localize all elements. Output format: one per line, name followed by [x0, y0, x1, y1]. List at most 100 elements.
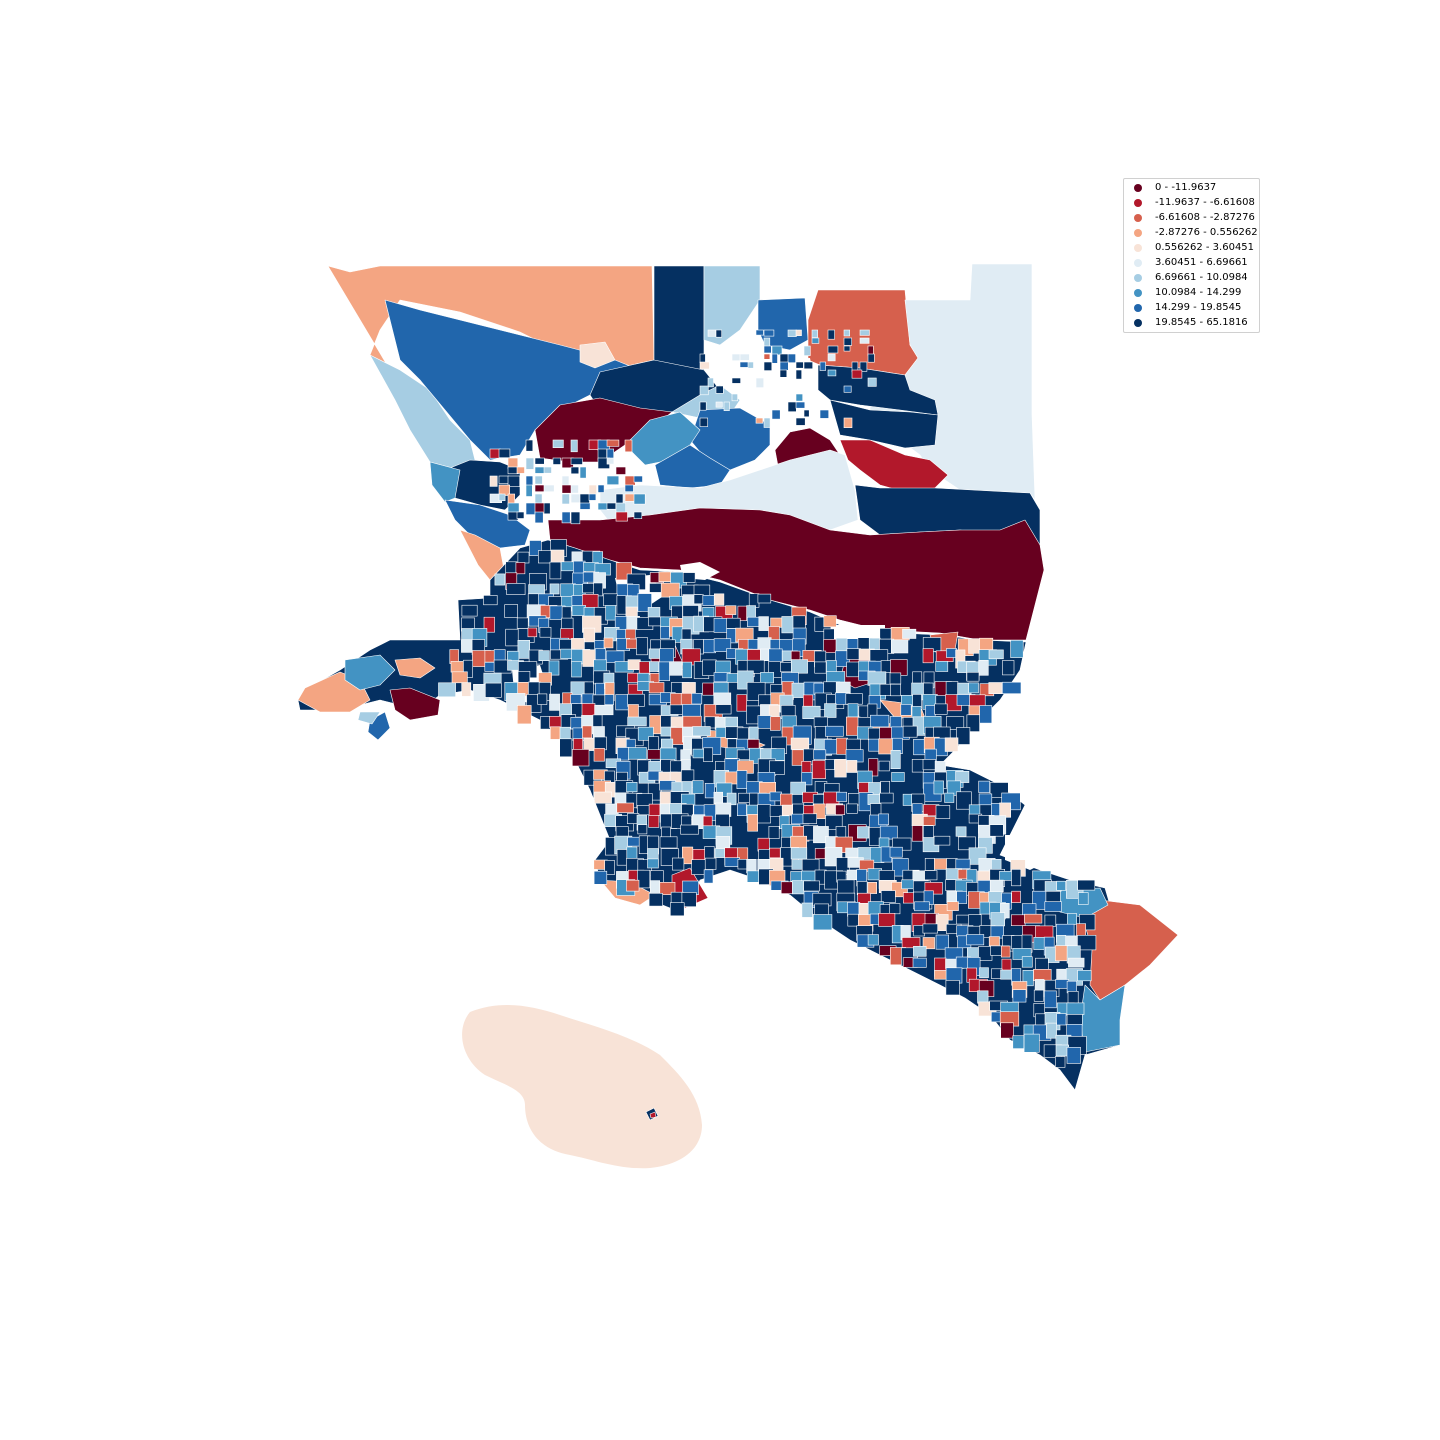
tract-cell [692, 780, 704, 794]
legend-label: -2.87276 - 0.556262 [1155, 227, 1258, 238]
tract-cell [802, 813, 817, 824]
tract-cell [901, 879, 914, 890]
tract-cell [570, 466, 580, 475]
tract-cell [552, 457, 561, 465]
tract-cell [1077, 934, 1097, 951]
tract-cell [736, 770, 748, 789]
tract-cell [498, 493, 506, 501]
tract-cell [534, 475, 543, 485]
tract-cell [682, 661, 692, 679]
tract-cell [763, 353, 771, 360]
tract-cell [955, 826, 967, 837]
tract-cell [633, 511, 643, 519]
tract-cell [1012, 1035, 1025, 1049]
tract-cell [900, 703, 912, 716]
tract-cell [539, 626, 552, 638]
tract-cell [823, 615, 837, 628]
tract-cell [648, 661, 660, 672]
tract-cell [525, 484, 533, 497]
tract-cell [517, 639, 531, 659]
tract-cell [582, 583, 595, 594]
tract-cell [627, 659, 641, 671]
tract-cell [945, 979, 960, 996]
tract-cell [769, 791, 782, 802]
tract-cell [543, 466, 552, 474]
legend-item: -2.87276 - 0.556262 [1124, 225, 1259, 240]
tract-cell [658, 571, 672, 583]
tract-cell [597, 484, 605, 493]
tract-cell [570, 439, 578, 453]
tract-cell [725, 605, 737, 615]
tract-cell [648, 892, 663, 907]
tract-cell [633, 475, 643, 483]
tract-cell [922, 923, 939, 934]
legend-item: 0.556262 - 3.60451 [1124, 240, 1259, 255]
tract-cell [624, 439, 633, 453]
tract-cell [494, 573, 505, 586]
tract-cell [1068, 957, 1085, 968]
tract-cell [498, 475, 510, 484]
tract-cell [715, 385, 724, 394]
tract-cell [1002, 681, 1022, 695]
region-blue-west2 [444, 499, 531, 549]
tract-cell [606, 457, 615, 465]
tract-cell [891, 772, 905, 782]
tract-cell [638, 661, 651, 675]
tract-cell [525, 502, 537, 515]
tract-cell [659, 747, 677, 761]
tract-cell [823, 628, 835, 642]
map-regions [327, 263, 1045, 641]
tract-cell [1023, 1033, 1040, 1053]
tract-cell [795, 361, 804, 369]
tract-cell [672, 857, 685, 871]
tract-cell [507, 466, 519, 475]
tract-cell [570, 511, 581, 525]
tract-cell [561, 484, 573, 494]
tract-cell [1001, 958, 1012, 972]
tract-cell [636, 637, 648, 656]
tract-cell [707, 329, 716, 337]
region-medblue-coast [344, 654, 396, 691]
tract-cell [933, 835, 951, 846]
tract-cell [739, 361, 750, 368]
tract-cell [1056, 1013, 1067, 1026]
tract-cell [704, 857, 717, 870]
tract-cell [755, 417, 764, 424]
tract-cell [812, 760, 826, 779]
tract-cell [1077, 969, 1092, 982]
tract-cell [779, 793, 794, 807]
region-peach-small [579, 341, 616, 369]
tract-cell [814, 661, 827, 674]
legend-marker-icon [1134, 303, 1142, 312]
tract-cell [857, 826, 870, 839]
tract-cell [570, 493, 582, 503]
tract-cell [902, 725, 918, 738]
tract-cell [715, 329, 722, 338]
tract-cell [889, 903, 901, 915]
region-avalon-red [649, 1111, 657, 1119]
tract-cell [769, 847, 781, 859]
legend-marker-icon [1134, 198, 1142, 207]
tract-cell [757, 715, 772, 729]
tract-cell [1044, 901, 1062, 912]
tract-cell [680, 824, 699, 835]
tract-cell [803, 345, 811, 356]
tract-cell [846, 648, 861, 660]
tract-cell [922, 937, 935, 950]
tract-cell [702, 594, 715, 606]
tract-cell [978, 780, 990, 793]
legend-marker-icon [1134, 273, 1142, 282]
tract-cell [507, 511, 519, 521]
tract-cell [814, 903, 829, 916]
tract-cell [660, 738, 674, 750]
tract-cell [484, 682, 502, 698]
tract-cell [843, 329, 850, 337]
tract-cell [795, 369, 802, 380]
tract-cell [811, 337, 820, 344]
tract-cell [878, 738, 893, 755]
tract-cell [912, 694, 922, 709]
tract-cell [548, 660, 560, 676]
tract-cell [703, 747, 713, 762]
tract-cell [846, 803, 858, 814]
legend-label: 3.60451 - 6.69661 [1155, 257, 1248, 268]
